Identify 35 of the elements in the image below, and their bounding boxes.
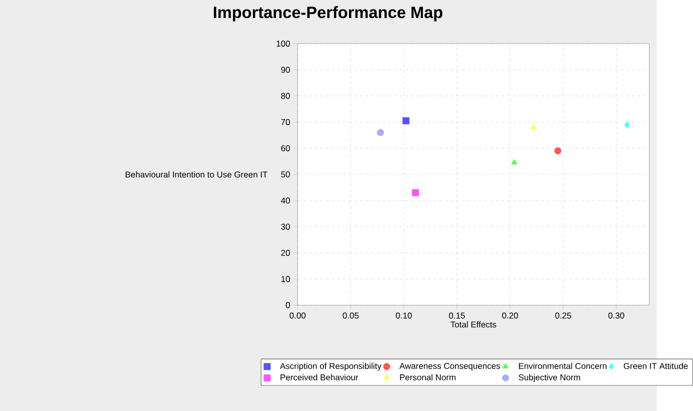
legend-label: Perceived Behaviour: [280, 374, 358, 380]
legend-label: Awareness Consequences: [399, 362, 500, 370]
y-tick-label: 30: [281, 224, 290, 230]
chart-title: Importance-Performance Map: [214, 6, 442, 22]
point: [511, 158, 518, 164]
y-tick-label: 0: [286, 302, 290, 308]
y-tick-label: 50: [281, 171, 290, 178]
x-tick-label: 0.30: [608, 312, 624, 318]
y-tick-label: 100: [276, 40, 290, 46]
y-tick-label: 10: [281, 276, 290, 282]
point: [412, 189, 420, 196]
point: [530, 124, 536, 129]
x-tick-label: 0.15: [449, 312, 465, 318]
x-tick-label: 0.20: [502, 312, 518, 318]
point: [402, 117, 410, 124]
y-tick-label: 40: [280, 197, 290, 204]
y-tick-label: 90: [281, 66, 290, 73]
y-axis-title: Behavioural Intention to Use Green IT: [126, 171, 268, 178]
x-axis-title: Total Effects: [450, 321, 496, 328]
x-tick-label: 0.25: [555, 312, 572, 318]
x-tick-label: 0.05: [342, 312, 359, 318]
legend-label: Green IT Attitude: [624, 362, 688, 369]
y-tick-label: 80: [281, 92, 290, 99]
x-tick-label: 0.10: [396, 312, 412, 318]
legend-label: Ascription of Responsibility: [280, 362, 382, 371]
y-tick-label: 70: [281, 118, 290, 125]
x-tick-label: 0.00: [290, 312, 306, 318]
point: [554, 147, 562, 154]
legend-label: Subjective Norm: [518, 374, 580, 382]
y-tick-label: 20: [281, 250, 290, 256]
point: [624, 121, 630, 128]
y-tick-label: 60: [281, 145, 290, 152]
point: [376, 128, 384, 136]
legend-label: Environmental Concern: [518, 362, 607, 369]
legend-label: Personal Norm: [400, 374, 456, 380]
